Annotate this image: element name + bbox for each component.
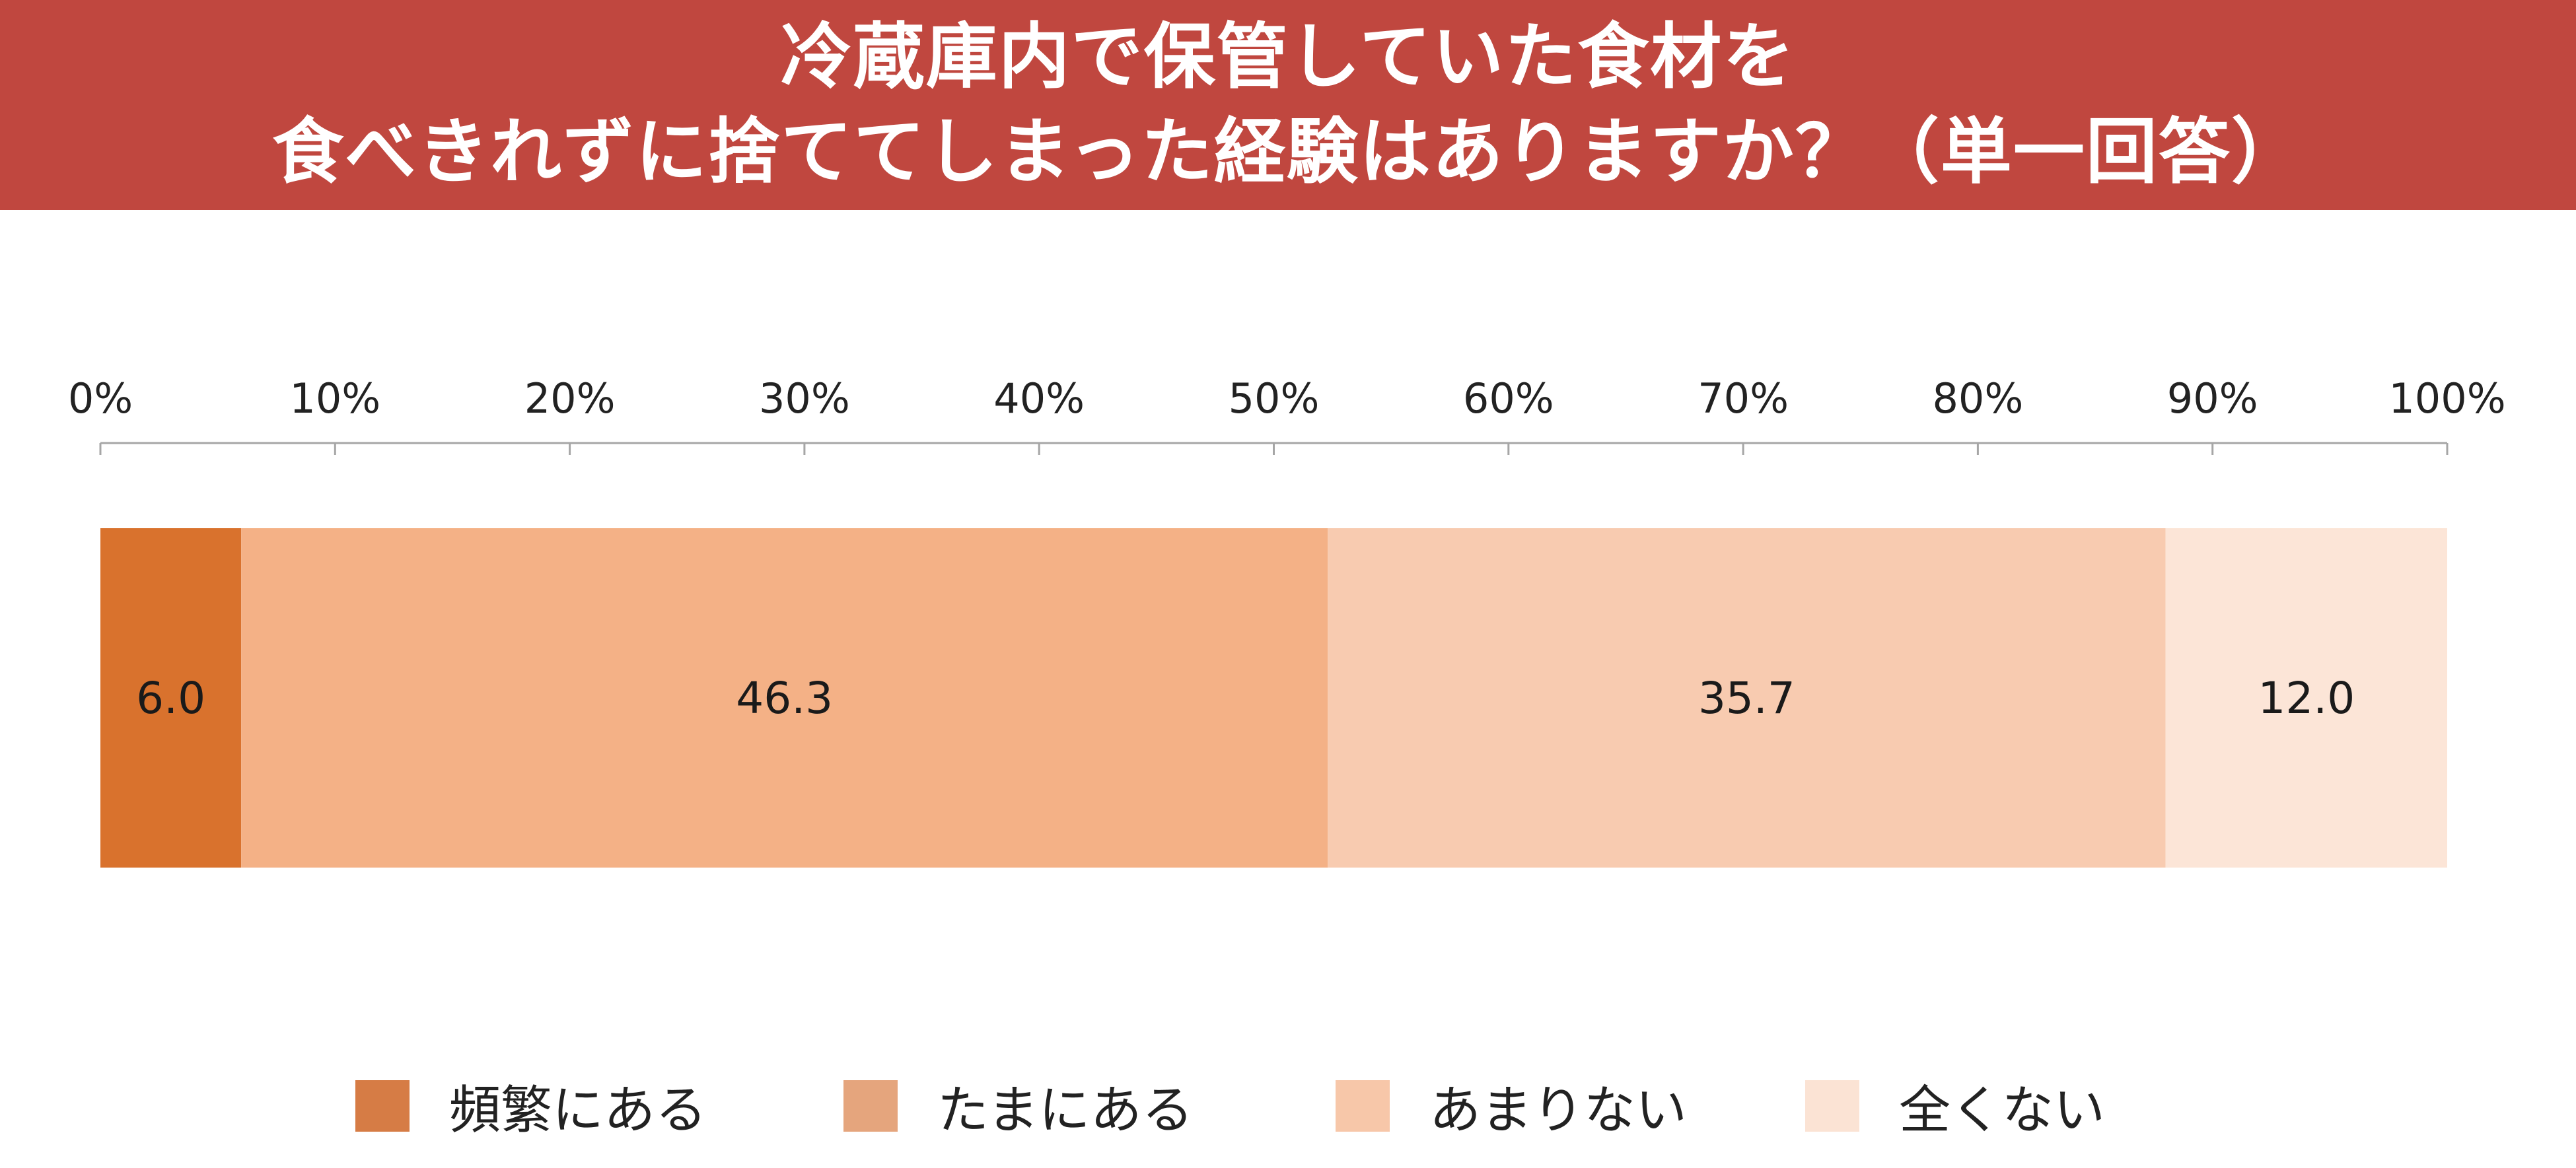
data-label-3: 35.7 <box>1698 673 1795 724</box>
legend-item-4: 全くない <box>1805 1070 2105 1142</box>
chart-title-line-2: 食べきれずに捨ててしまった経験はありますか？（単一回答） <box>272 111 2304 193</box>
bar-segment-3 <box>1328 528 2166 868</box>
x-tick-label: 70% <box>1698 374 1789 423</box>
bar-segment-1 <box>100 528 242 868</box>
legend-label: 頻繁にある <box>449 1081 707 1140</box>
legend-label: 全くない <box>1899 1081 2106 1140</box>
data-label-2: 46.3 <box>736 673 833 724</box>
legend: 頻繁にある たまにある あまりない 全くない <box>0 1070 2576 1142</box>
legend-swatch <box>1336 1080 1390 1132</box>
x-tick-label: 20% <box>524 374 616 423</box>
legend-swatch <box>843 1080 898 1132</box>
data-label-1: 6.0 <box>136 673 205 724</box>
data-label-4: 12.0 <box>2258 673 2355 724</box>
chart-title-line-1: 冷蔵庫内で保管していた食材を <box>780 16 1796 98</box>
x-tick-label: 40% <box>993 374 1085 423</box>
bar-segment-4 <box>2165 528 2447 868</box>
x-tick-label: 50% <box>1229 374 1320 423</box>
bar-segment-2 <box>241 528 1328 868</box>
legend-label: あまりない <box>1429 1081 1688 1140</box>
legend-item-3: あまりない <box>1336 1070 1687 1142</box>
x-tick-label: 90% <box>2167 374 2258 423</box>
bar-group <box>100 528 2447 868</box>
legend-item-2: たまにある <box>843 1070 1194 1142</box>
legend-item-1: 頻繁にある <box>355 1070 707 1142</box>
x-tick-label: 60% <box>1463 374 1554 423</box>
x-axis: 0% 10% 20% 30% 40% 50% 60% 70% 80% 90% 100% <box>68 374 2506 455</box>
legend-label: たまにある <box>937 1081 1194 1140</box>
legend-swatch <box>355 1080 410 1132</box>
legend-swatch <box>1805 1080 1859 1132</box>
title-banner: 冷蔵庫内で保管していた食材を 食べきれずに捨ててしまった経験はありますか？（単一… <box>0 0 2576 210</box>
data-labels: 6.0 46.3 35.7 12.0 <box>136 673 2355 724</box>
x-tick-label: 0% <box>68 374 133 423</box>
x-tick-label: 100% <box>2388 374 2505 423</box>
x-tick-label: 80% <box>1932 374 2023 423</box>
x-tick-label: 30% <box>759 374 850 423</box>
x-tick-label: 10% <box>289 374 380 423</box>
